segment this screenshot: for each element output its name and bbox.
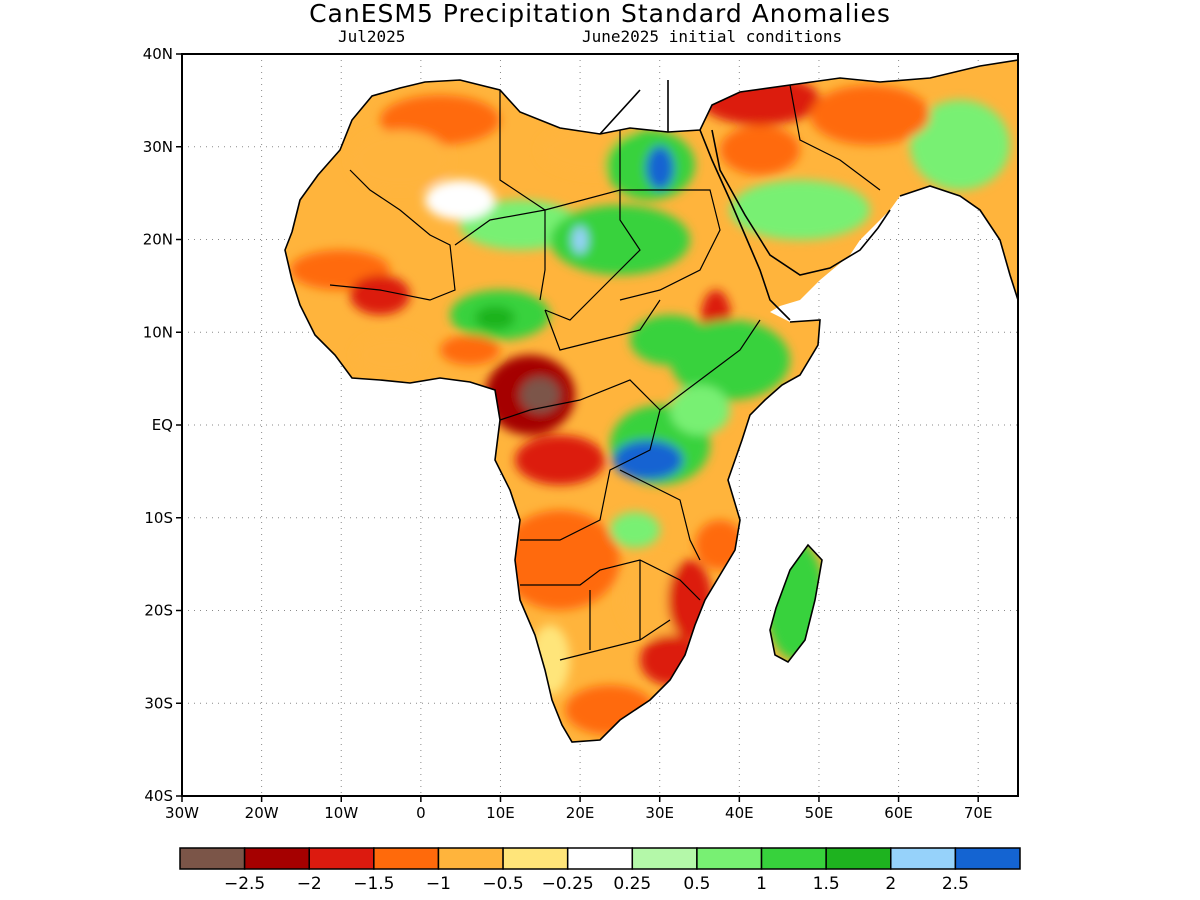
lon-tick-label: 70E: [964, 804, 993, 822]
colorbar-swatch: [502, 847, 569, 870]
lat-tick-label: EQ: [152, 416, 173, 434]
colorbar-label: −1: [426, 874, 451, 894]
lon-tick-label: 50E: [805, 804, 834, 822]
lat-tick-label: 40N: [143, 45, 173, 63]
longitude-axis: 30W 20W 10W 0 10E 20E 30E 40E 50E 60E 70E: [165, 796, 992, 822]
coastlines: [284, 59, 1018, 743]
lon-tick-label: 30E: [645, 804, 674, 822]
lon-tick-label: 10W: [324, 804, 358, 822]
colorbar-label: 0.25: [613, 874, 651, 894]
colorbar-swatch: [890, 847, 957, 870]
colorbar-swatch: [631, 847, 698, 870]
lon-tick-label: 40E: [725, 804, 754, 822]
colorbar-swatch: [373, 847, 440, 870]
lat-tick-label: 30S: [144, 694, 173, 712]
latitude-axis: 40N 30N 20N 10N EQ 10S 20S 30S 40S: [143, 45, 182, 805]
colorbar-label: 1.5: [813, 874, 840, 894]
colorbar-label: −1.5: [353, 874, 394, 894]
lon-tick-label: 0: [416, 804, 426, 822]
colorbar-swatch: [243, 847, 310, 870]
colorbar-label: 2.5: [942, 874, 969, 894]
lat-tick-label: 20N: [143, 231, 173, 249]
lon-tick-label: 60E: [884, 804, 913, 822]
colorbar-label: −0.25: [542, 874, 594, 894]
colorbar-swatch: [954, 847, 1021, 870]
lat-tick-label: 30N: [143, 138, 173, 156]
forecast-month: Jul2025: [338, 27, 406, 46]
lon-tick-label: 30W: [165, 804, 199, 822]
lon-tick-label: 10E: [486, 804, 515, 822]
lat-tick-label: 40S: [144, 787, 173, 805]
colorbar-label: −2.5: [224, 874, 265, 894]
colorbar-label: 1: [756, 874, 767, 894]
lat-tick-label: 10S: [144, 509, 173, 527]
lon-tick-label: 20E: [566, 804, 595, 822]
colorbar-swatch: [308, 847, 375, 870]
colorbar-swatch: [825, 847, 892, 870]
colorbar-label: −2: [297, 874, 322, 894]
country-borders: [329, 84, 881, 661]
lon-tick-label: 20W: [245, 804, 279, 822]
colorbar-swatch: [566, 847, 634, 870]
colorbar-label: −0.5: [482, 874, 523, 894]
map-title: CanESM5 Precipitation Standard Anomalies: [309, 0, 891, 28]
initial-conditions-label: June2025 initial conditions: [582, 27, 843, 46]
colorbar-swatch: [437, 847, 504, 870]
colorbar-swatch: [179, 847, 246, 870]
colorbar-swatch: [760, 847, 827, 870]
colorbar-label: 0.5: [683, 874, 710, 894]
colorbar-label: 2: [885, 874, 896, 894]
colorbar-swatch: [696, 847, 763, 870]
lat-tick-label: 20S: [144, 602, 173, 620]
lat-tick-label: 10N: [143, 323, 173, 341]
colorbar: −2.5 −2 −1.5 −1 −0.5 −0.25 0.25 0.5 1 1.5 2 2.5: [179, 847, 1021, 894]
